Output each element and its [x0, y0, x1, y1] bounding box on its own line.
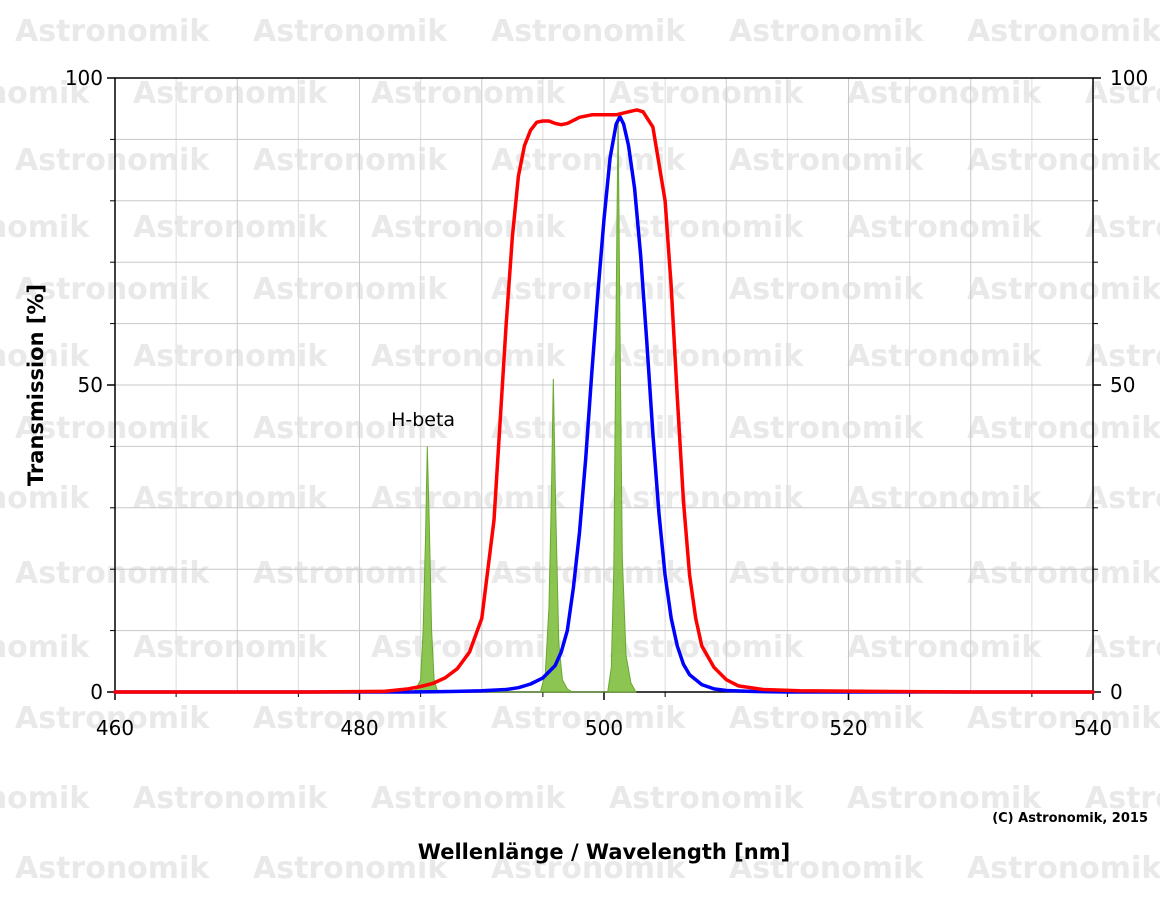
watermark-text: Astronomik	[967, 851, 1160, 886]
watermark-text: Astronomik	[133, 76, 328, 111]
watermark-text: Astronomik	[253, 143, 448, 178]
watermark-text: Astronomik	[0, 481, 90, 516]
series-line-red	[113, 108, 1095, 694]
watermark-text: Astronomik	[133, 781, 328, 816]
watermark-text: Astronomik	[0, 339, 90, 374]
annotation-layer: H-beta	[391, 409, 455, 431]
watermark-text: Astronomik	[847, 481, 1042, 516]
watermark-text: Astronomik	[847, 339, 1042, 374]
series-layer	[113, 108, 1095, 694]
watermark-text: Astronomik	[729, 411, 924, 446]
watermark-text: Astronomik	[491, 14, 686, 49]
watermark-text: Astronomik	[133, 339, 328, 374]
watermark-text: Astronomik	[609, 630, 804, 665]
x-tick-label: 520	[829, 716, 867, 740]
watermark-text: Astronomik	[847, 210, 1042, 245]
y-tick-label-left: 0	[90, 680, 103, 704]
watermark-text: Astronomik	[491, 851, 686, 886]
series-line-blue	[113, 114, 1095, 694]
watermark-text: Astronomik	[371, 76, 566, 111]
x-tick-label: 540	[1074, 716, 1112, 740]
y-axis-title: Transmission [%]	[24, 284, 48, 486]
grid-layer	[115, 78, 1093, 692]
watermark-text: Astronomik	[609, 76, 804, 111]
watermark-text: Astronomik	[967, 272, 1160, 307]
watermark-text: Astronomik	[967, 143, 1160, 178]
watermark-text: Astronomik	[15, 851, 210, 886]
watermark-text: Astronomik	[0, 76, 90, 111]
watermark-text: Astronomik	[1085, 339, 1160, 374]
watermark-text: Astronomik	[729, 272, 924, 307]
watermark-text: Astronomik	[1085, 210, 1160, 245]
annotation-label: H-beta	[391, 409, 455, 431]
watermark-text: Astronomik	[371, 210, 566, 245]
watermark-text: Astronomik	[729, 143, 924, 178]
watermark-text: Astronomik	[729, 14, 924, 49]
x-tick-label: 480	[340, 716, 378, 740]
watermark-text: Astronomik	[609, 210, 804, 245]
watermark-text: Astronomik	[133, 210, 328, 245]
watermark-text: Astronomik	[967, 556, 1160, 591]
watermark-text: Astronomik	[491, 272, 686, 307]
watermark-text: Astronomik	[847, 781, 1042, 816]
watermark-text: Astronomik	[967, 701, 1160, 736]
y-tick-label-right: 50	[1110, 373, 1135, 397]
watermark-text: Astronomik	[371, 630, 566, 665]
watermark-text: Astronomik	[1085, 76, 1160, 111]
watermark-text: Astronomik	[0, 210, 90, 245]
series-line-emission	[413, 114, 637, 693]
watermark-text: Astronomik	[253, 272, 448, 307]
watermark-text: Astronomik	[491, 556, 686, 591]
watermark-text: Astronomik	[253, 556, 448, 591]
watermark-text: Astronomik	[253, 14, 448, 49]
watermark-text: Astronomik	[15, 14, 210, 49]
copyright-text: (C) Astronomik, 2015	[992, 811, 1148, 826]
watermark-text: Astronomik	[253, 411, 448, 446]
watermark-text: Astronomik	[609, 781, 804, 816]
watermark-text: Astronomik	[371, 481, 566, 516]
watermark-text: Astronomik	[967, 411, 1160, 446]
ticks-layer: 460 480 500 520 540 0 0 50 50 100 100	[65, 66, 1148, 740]
watermark-text: Astronomik	[371, 339, 566, 374]
x-axis-title: Wellenlänge / Wavelength [nm]	[418, 840, 790, 864]
y-tick-label-right: 0	[1110, 680, 1123, 704]
y-tick-label-right: 100	[1110, 66, 1148, 90]
watermark-text: Astronomik	[15, 556, 210, 591]
watermark-text: Astronomik	[15, 272, 210, 307]
x-tick-label: 460	[96, 716, 134, 740]
watermark-text: Astronomik	[847, 76, 1042, 111]
watermark-text: Astronomik	[133, 481, 328, 516]
watermark-text: Astronomik	[729, 556, 924, 591]
watermark-text: Astronomik	[15, 701, 210, 736]
watermark-text: Astronomik	[0, 630, 90, 665]
watermark-layer: Astronomik Astronomik Astronomik Astronomik…	[0, 14, 1160, 886]
watermark-text: Astronomik	[253, 701, 448, 736]
watermark-text: Astronomik	[253, 851, 448, 886]
watermark-text: Astronomik	[15, 143, 210, 178]
watermark-text: Astronomik	[1085, 781, 1160, 816]
watermark-text: Astronomik	[967, 14, 1160, 49]
x-tick-label: 500	[585, 716, 623, 740]
y-tick-label-left: 100	[65, 66, 103, 90]
watermark-text: Astronomik	[0, 781, 90, 816]
y-tick-label-left: 50	[78, 373, 103, 397]
watermark-text: Astronomik	[371, 781, 566, 816]
watermark-text: Astronomik	[729, 701, 924, 736]
watermark-text: Astronomik	[491, 701, 686, 736]
watermark-text: Astronomik	[15, 411, 210, 446]
watermark-text: Astronomik	[609, 481, 804, 516]
watermark-text: Astronomik	[1085, 630, 1160, 665]
watermark-text: Astronomik	[729, 851, 924, 886]
watermark-text: Astronomik	[133, 630, 328, 665]
watermark-text: Astronomik	[609, 339, 804, 374]
watermark-text: Astronomik	[1085, 481, 1160, 516]
watermark-text: Astronomik	[847, 630, 1042, 665]
